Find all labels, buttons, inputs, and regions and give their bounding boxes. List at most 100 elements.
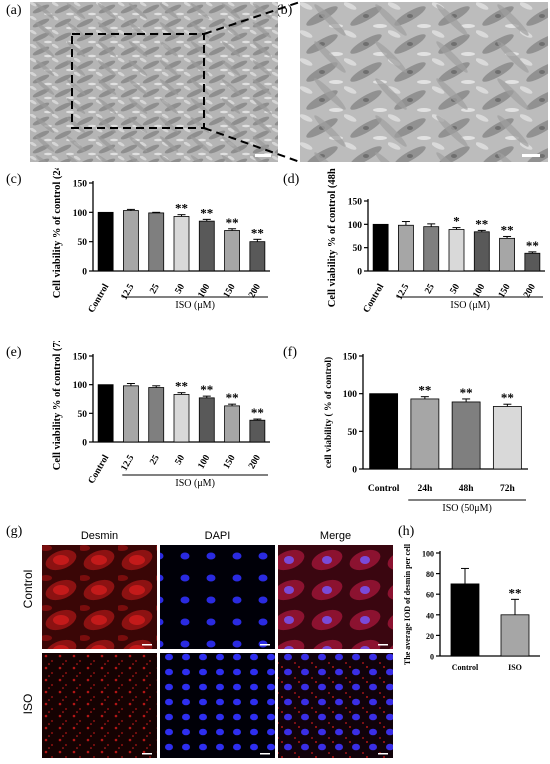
category-label-e-6: 200 bbox=[247, 453, 263, 471]
scale-bar-b bbox=[522, 154, 540, 157]
category-label-h-0: Control bbox=[452, 663, 479, 672]
bar-c-0 bbox=[97, 211, 114, 272]
significance-d-5: ** bbox=[501, 222, 514, 237]
category-label-d-2: 25 bbox=[423, 282, 437, 295]
panel-label-a: (a) bbox=[6, 3, 22, 18]
y-tick-label-e: 150 bbox=[73, 353, 88, 363]
significance-c-5: ** bbox=[226, 215, 239, 230]
y-axis-label-h: The average IOD of desmin per cell bbox=[403, 543, 412, 665]
significance-e-4: ** bbox=[200, 382, 213, 397]
y-axis-label-f: cell viability ( % of control) bbox=[323, 357, 334, 468]
zoom-region-box bbox=[71, 33, 205, 129]
category-label-e-3: 50 bbox=[174, 453, 188, 466]
panel-label-h: (h) bbox=[398, 524, 415, 539]
y-tick-label-c: 0 bbox=[82, 268, 87, 278]
bar-c-5 bbox=[224, 230, 240, 272]
y-tick-label-h: 80 bbox=[426, 570, 434, 579]
bar-h-1 bbox=[500, 614, 530, 657]
fluorescence-image-grid bbox=[42, 545, 393, 758]
desmin-control-image bbox=[42, 545, 157, 649]
column-label-desmin: Desmin bbox=[80, 530, 119, 542]
y-tick-label-h: 100 bbox=[422, 550, 434, 559]
phase-contrast-texture-a bbox=[30, 2, 278, 162]
bar-h-0 bbox=[450, 583, 480, 657]
bar-c-6 bbox=[249, 241, 266, 272]
bar-f-2 bbox=[451, 401, 481, 470]
bar-e-5 bbox=[224, 405, 240, 443]
category-label-e-0: Control bbox=[87, 453, 112, 486]
bar-f-0 bbox=[369, 393, 399, 470]
category-label-c-3: 50 bbox=[174, 282, 188, 295]
y-tick-label-h: 0 bbox=[430, 653, 434, 662]
y-tick-label-c: 100 bbox=[73, 209, 88, 219]
dapi-control-image bbox=[160, 545, 275, 649]
y-tick-label-h: 40 bbox=[426, 611, 434, 620]
bar-e-0 bbox=[97, 384, 114, 443]
y-axis-label-c: Cell viability % of control (24h) bbox=[52, 168, 63, 298]
column-label-dapi: DAPI bbox=[204, 530, 231, 542]
category-label-c-1: 12.5 bbox=[120, 282, 137, 302]
y-tick-label-d: 100 bbox=[348, 221, 363, 231]
y-tick-label-d: 150 bbox=[348, 198, 363, 208]
y-tick-label-f: 50 bbox=[348, 428, 358, 438]
phase-contrast-image-b bbox=[300, 2, 548, 162]
bar-d-6 bbox=[524, 252, 541, 272]
group-label-e: ISO (μM) bbox=[175, 478, 215, 489]
bar-f-1 bbox=[410, 398, 440, 470]
bar-d-2 bbox=[423, 226, 440, 272]
zoom-connector-lines bbox=[203, 1, 301, 163]
category-label-f-2: 48h bbox=[459, 484, 475, 494]
category-label-c-0: Control bbox=[87, 282, 112, 315]
y-tick-label-d: 0 bbox=[357, 268, 362, 278]
y-tick-label-h: 20 bbox=[426, 632, 434, 641]
category-label-d-0: Control bbox=[362, 282, 387, 315]
significance-d-6: ** bbox=[526, 238, 539, 253]
bar-c-2 bbox=[148, 212, 165, 272]
bar-d-0 bbox=[372, 223, 389, 272]
category-label-f-0: Control bbox=[368, 484, 400, 494]
significance-f-2: ** bbox=[460, 385, 473, 400]
category-label-e-2: 25 bbox=[148, 453, 162, 466]
panel-label-e: (e) bbox=[6, 345, 22, 360]
y-axis-label-e: Cell viability % of control (72h) bbox=[52, 341, 63, 470]
group-label-c: ISO (μM) bbox=[175, 300, 215, 311]
desmin-iso-image bbox=[42, 653, 157, 758]
bar-c-1 bbox=[123, 210, 139, 272]
panel-label-f: (f) bbox=[283, 345, 297, 360]
column-label-merge: Merge bbox=[319, 530, 352, 542]
significance-e-5: ** bbox=[226, 390, 239, 405]
significance-c-6: ** bbox=[251, 225, 264, 240]
significance-d-4: ** bbox=[475, 216, 488, 231]
significance-e-6: ** bbox=[251, 405, 264, 420]
merge-control-image bbox=[278, 545, 393, 649]
y-tick-label-c: 150 bbox=[73, 180, 88, 190]
category-label-e-4: 100 bbox=[197, 453, 213, 471]
significance-f-3: ** bbox=[501, 390, 514, 405]
panel-label-d: (d) bbox=[283, 172, 300, 187]
category-label-d-1: 12.5 bbox=[395, 282, 412, 302]
significance-c-3: ** bbox=[175, 201, 188, 216]
bar-e-6 bbox=[249, 419, 266, 443]
merge-iso-image bbox=[278, 653, 393, 758]
chart-h: 0 20 40 60 80 100 The average IOD of desmin pe… bbox=[403, 543, 540, 672]
y-tick-label-f: 150 bbox=[343, 353, 358, 363]
row-label-iso: ISO bbox=[21, 693, 35, 715]
bar-d-1 bbox=[398, 224, 414, 272]
y-tick-label-f: 0 bbox=[352, 466, 357, 476]
chart-d: 0 50 100 150 Cell viability % of control (48… bbox=[327, 168, 545, 315]
panel-label-g: (g) bbox=[6, 524, 23, 539]
category-label-f-3: 72h bbox=[500, 484, 516, 494]
significance-d-3: * bbox=[453, 214, 460, 229]
category-label-d-3: 50 bbox=[449, 282, 463, 295]
significance-c-4: ** bbox=[200, 205, 213, 220]
bar-d-4 bbox=[473, 231, 490, 272]
group-label-d: ISO (μM) bbox=[450, 300, 490, 311]
bar-e-3 bbox=[173, 394, 190, 443]
chart-e: 0 50 100 150 Cell viability % of control (72… bbox=[52, 341, 270, 489]
y-tick-label-f: 100 bbox=[343, 390, 358, 400]
y-tick-label-c: 50 bbox=[78, 238, 88, 248]
category-label-f-1: 24h bbox=[417, 484, 433, 494]
dapi-iso-image bbox=[160, 653, 275, 758]
bar-f-3 bbox=[492, 406, 522, 470]
category-label-h-1: ISO bbox=[508, 663, 522, 672]
